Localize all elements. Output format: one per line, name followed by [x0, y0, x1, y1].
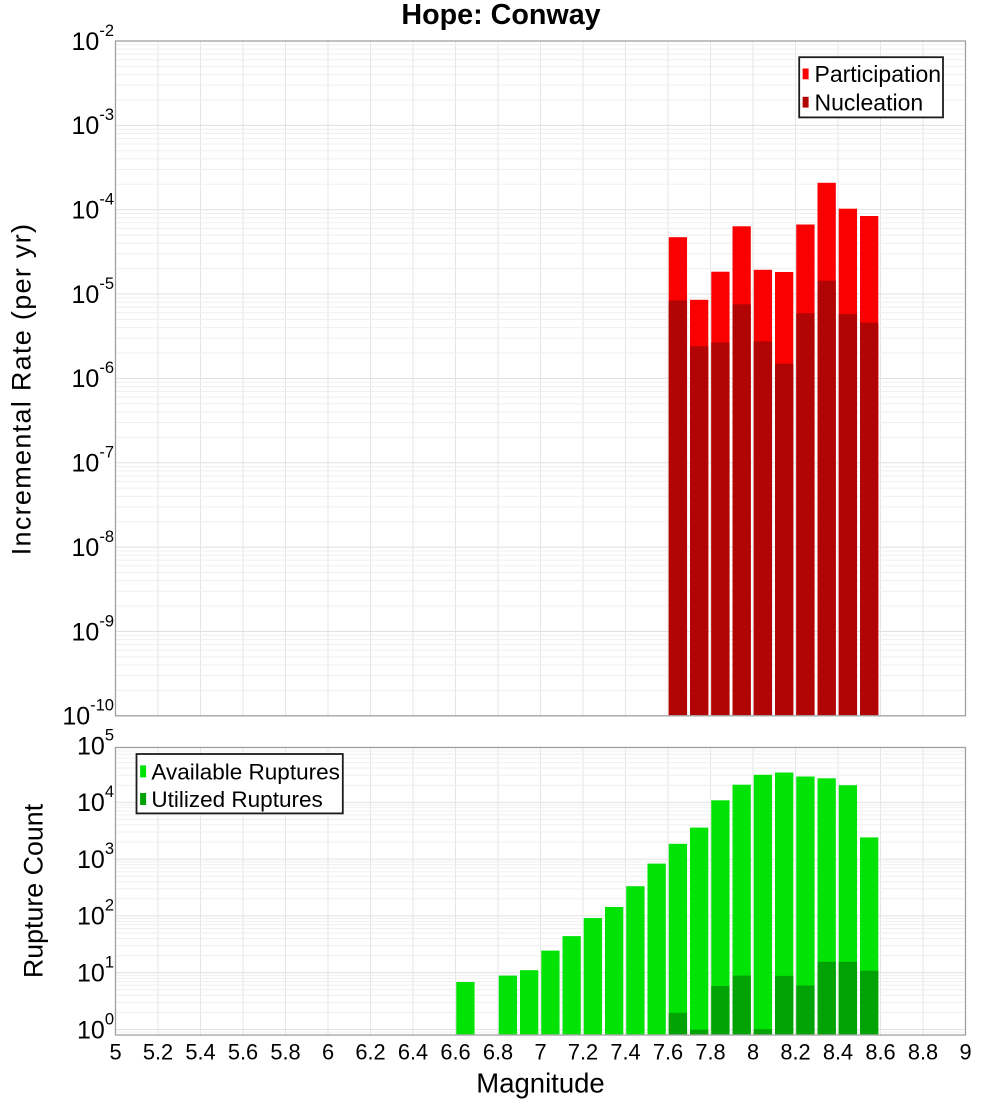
svg-text:Magnitude: Magnitude	[476, 1068, 604, 1099]
svg-text:8.4: 8.4	[823, 1040, 853, 1065]
svg-text:Nucleation: Nucleation	[815, 90, 924, 116]
svg-text:10-4: 10-4	[72, 191, 114, 225]
svg-text:5.6: 5.6	[228, 1040, 258, 1065]
svg-text:6.2: 6.2	[355, 1040, 385, 1065]
svg-text:102: 102	[77, 897, 114, 931]
svg-text:5.2: 5.2	[143, 1040, 173, 1065]
svg-text:6.6: 6.6	[440, 1040, 470, 1065]
svg-text:5: 5	[109, 1040, 121, 1065]
svg-text:6.8: 6.8	[483, 1040, 513, 1065]
svg-text:103: 103	[77, 840, 114, 874]
svg-text:7.8: 7.8	[695, 1040, 725, 1065]
svg-text:Incremental Rate (per yr): Incremental Rate (per yr)	[7, 223, 37, 556]
svg-text:100: 100	[77, 1010, 114, 1044]
svg-text:Participation: Participation	[815, 61, 942, 87]
svg-text:Hope: Conway: Hope: Conway	[401, 0, 600, 31]
svg-text:6: 6	[322, 1040, 334, 1065]
svg-text:6.4: 6.4	[398, 1040, 428, 1065]
svg-text:8: 8	[747, 1040, 759, 1065]
svg-text:Available Ruptures: Available Ruptures	[151, 760, 339, 785]
svg-text:8.8: 8.8	[908, 1040, 938, 1065]
svg-text:10-7: 10-7	[72, 444, 114, 478]
svg-text:10-5: 10-5	[72, 275, 114, 309]
svg-text:9: 9	[959, 1040, 971, 1065]
svg-text:5.8: 5.8	[270, 1040, 300, 1065]
svg-text:10-8: 10-8	[72, 528, 114, 562]
svg-text:7.6: 7.6	[653, 1040, 683, 1065]
svg-text:101: 101	[77, 954, 114, 988]
svg-text:7: 7	[534, 1040, 546, 1065]
svg-text:10-9: 10-9	[72, 612, 114, 646]
svg-text:10-3: 10-3	[72, 106, 114, 140]
svg-text:7.2: 7.2	[568, 1040, 598, 1065]
svg-text:Utilized Ruptures: Utilized Ruptures	[151, 787, 322, 812]
svg-text:5.4: 5.4	[185, 1040, 215, 1065]
svg-text:10-6: 10-6	[72, 359, 114, 393]
svg-text:7.4: 7.4	[610, 1040, 640, 1065]
svg-text:Rupture Count: Rupture Count	[19, 803, 49, 978]
svg-text:105: 105	[77, 726, 114, 760]
svg-text:8.6: 8.6	[865, 1040, 895, 1065]
svg-text:10-10: 10-10	[62, 697, 114, 731]
svg-text:8.2: 8.2	[780, 1040, 810, 1065]
svg-text:104: 104	[77, 783, 114, 817]
svg-text:10-2: 10-2	[72, 22, 114, 56]
